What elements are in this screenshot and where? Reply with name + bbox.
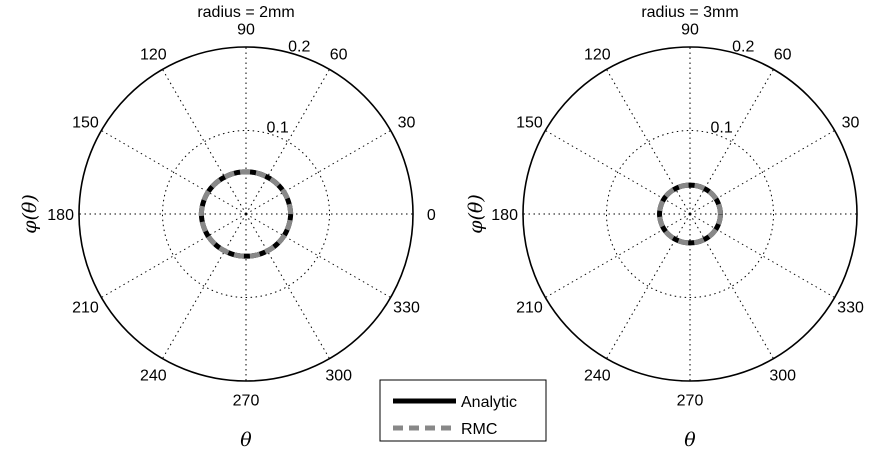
theta-tick-label: 210	[72, 300, 99, 317]
chart-title: radius = 2mm	[197, 4, 294, 21]
legend: Analytic RMC	[379, 379, 547, 442]
grid-spoke	[162, 213, 247, 359]
theta-tick-label: 60	[774, 46, 792, 63]
radial-tick-label: 0.1	[266, 119, 288, 136]
theta-tick-label: 180	[491, 207, 518, 224]
theta-tick-label: 150	[516, 114, 543, 131]
theta-tick-label: 150	[72, 114, 99, 131]
theta-tick-label: 300	[769, 368, 796, 385]
radial-tick-label: 0.2	[288, 39, 310, 56]
theta-tick-label: 270	[233, 392, 260, 409]
series-layer	[198, 169, 294, 259]
grid-spoke	[101, 213, 247, 298]
theta-tick-label: 120	[584, 46, 611, 63]
theta-tick-label: 60	[330, 46, 348, 63]
polar-frame	[78, 46, 414, 382]
x-axis-label: θ	[684, 429, 696, 451]
theta-tick-label: 180	[47, 207, 74, 224]
series-line-analytic	[657, 182, 723, 246]
theta-tick-label: 210	[516, 300, 543, 317]
grid-spoke	[245, 69, 330, 215]
radial-tick-label: 0.2	[732, 39, 754, 56]
tick-labels: 0 30 60 90 120 150 180 210 240 270 300 330 0.1 0.2	[47, 22, 436, 410]
y-axis-label: φ(θ)	[465, 194, 487, 234]
y-axis-label: φ(θ)	[19, 194, 41, 234]
theta-tick-label: 270	[677, 392, 704, 409]
theta-tick-label: 0	[427, 207, 436, 224]
theta-tick-label: 300	[325, 368, 352, 385]
chart-title: radius = 3mm	[641, 4, 738, 21]
radial-tick-label: 0.1	[710, 119, 732, 136]
legend-label-rmc: RMC	[461, 421, 497, 438]
grid-spoke	[162, 69, 247, 215]
grid-spoke	[689, 213, 835, 298]
polar-frame	[522, 46, 858, 382]
grid-spoke	[245, 213, 391, 298]
series-line-rmc	[198, 169, 294, 259]
theta-tick-label: 240	[140, 368, 167, 385]
legend-box	[379, 379, 547, 442]
legend-label-analytic: Analytic	[461, 394, 517, 411]
grid-spoke	[689, 69, 774, 215]
polar-grid	[523, 47, 857, 381]
polar-grid	[79, 47, 413, 381]
grid-spoke	[545, 213, 691, 298]
theta-tick-label: 30	[842, 114, 860, 131]
theta-tick-label: 240	[584, 368, 611, 385]
grid-circle	[162, 130, 330, 298]
grid-spoke	[606, 213, 691, 359]
theta-tick-label: 90	[237, 22, 255, 39]
grid-spoke	[689, 213, 774, 359]
x-axis-label: θ	[240, 429, 252, 451]
grid-spoke	[245, 213, 330, 359]
polar-plot-radius-3mm: radius = 3mm 030609012015018021024027030…	[465, 4, 864, 451]
grid-circle	[606, 130, 774, 298]
theta-tick-label: 30	[398, 114, 416, 131]
theta-tick-label: 330	[837, 300, 864, 317]
theta-tick-label: 330	[393, 300, 420, 317]
theta-tick-label: 120	[140, 46, 167, 63]
series-layer	[657, 182, 723, 246]
polar-plot-radius-2mm: radius = 2mm 0 30 60 90 120 150 180 210 240 270 30…	[19, 4, 436, 451]
theta-tick-label: 90	[681, 22, 699, 39]
grid-spoke	[606, 69, 691, 215]
